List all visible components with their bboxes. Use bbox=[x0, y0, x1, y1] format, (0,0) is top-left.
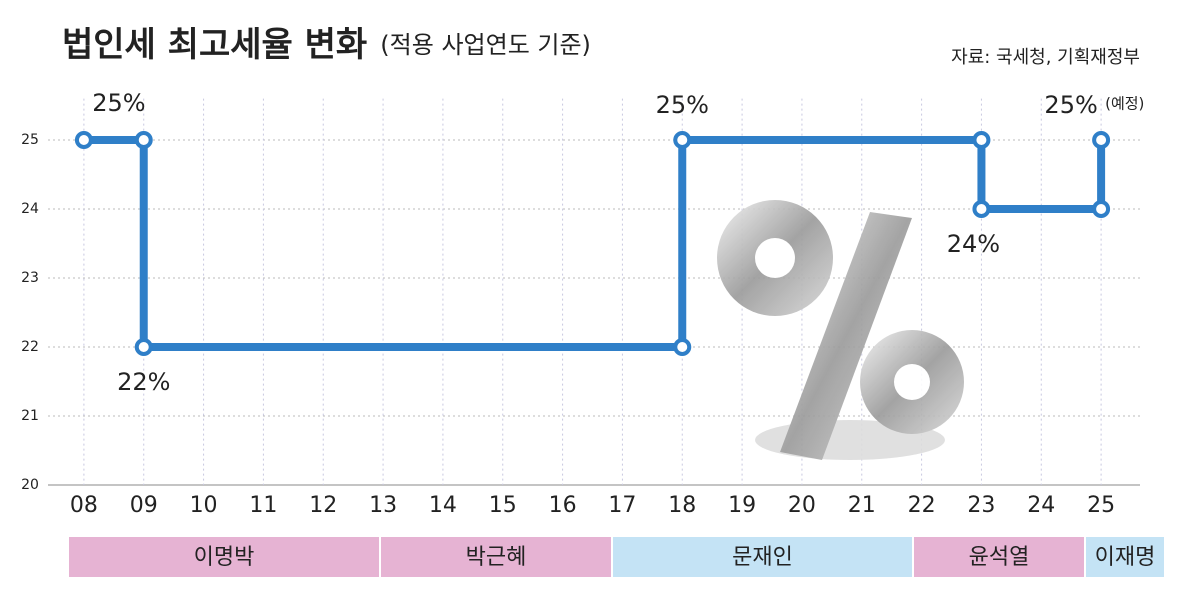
period-band bbox=[1086, 537, 1164, 577]
period-label: 이명박 bbox=[194, 545, 255, 570]
y-tick-label: 22 bbox=[21, 339, 39, 355]
data-label: 25% bbox=[656, 91, 709, 119]
annotation: (예정) bbox=[1105, 95, 1144, 113]
x-tick-label: 18 bbox=[668, 493, 696, 518]
x-tick-label: 20 bbox=[788, 493, 816, 518]
x-tick-label: 21 bbox=[848, 493, 876, 518]
marker bbox=[972, 131, 991, 149]
marker bbox=[673, 338, 692, 356]
period-label: 이재명 bbox=[1095, 545, 1156, 570]
marker bbox=[74, 131, 93, 149]
period-band bbox=[381, 537, 611, 577]
period-label: 문재인 bbox=[732, 545, 793, 570]
data-label: 22% bbox=[117, 368, 170, 396]
percent-hole bbox=[755, 238, 795, 278]
grid bbox=[48, 98, 1140, 486]
chart-subtitle: (적용 사업연도 기준) bbox=[380, 31, 591, 59]
period-band bbox=[69, 537, 379, 577]
period-label: 윤석열 bbox=[969, 545, 1030, 570]
x-tick-label: 19 bbox=[728, 493, 756, 518]
x-tick-label: 25 bbox=[1087, 493, 1115, 518]
marker bbox=[1092, 131, 1111, 149]
x-tick-label: 14 bbox=[429, 493, 457, 518]
x-tick-label: 16 bbox=[549, 493, 577, 518]
percent-hole bbox=[894, 364, 930, 400]
x-tick-label: 23 bbox=[967, 493, 995, 518]
y-tick-label: 20 bbox=[21, 477, 39, 493]
y-tick-label: 21 bbox=[21, 408, 39, 424]
period-band bbox=[613, 537, 912, 577]
data-label: 25% bbox=[1044, 91, 1097, 119]
y-tick-label: 23 bbox=[21, 270, 39, 286]
x-tick-label: 12 bbox=[309, 493, 337, 518]
x-tick-label: 17 bbox=[608, 493, 636, 518]
marker bbox=[134, 338, 153, 356]
source: 자료: 국세청, 기획재정부 bbox=[951, 47, 1140, 68]
x-tick-label: 08 bbox=[70, 493, 98, 518]
marker bbox=[673, 131, 692, 149]
x-tick-label: 15 bbox=[489, 493, 517, 518]
y-tick-label: 24 bbox=[21, 201, 39, 217]
x-tick-label: 22 bbox=[908, 493, 936, 518]
data-label: 25% bbox=[92, 89, 145, 117]
chart-heading: 법인세 최고세율 변화 (적용 사업연도 기준) bbox=[62, 25, 591, 65]
x-tick-label: 09 bbox=[130, 493, 158, 518]
chart-title: 법인세 최고세율 변화 bbox=[62, 25, 367, 65]
period-band bbox=[914, 537, 1084, 577]
y-tick-label: 25 bbox=[21, 132, 39, 148]
percent-slash bbox=[780, 212, 912, 460]
marker bbox=[1092, 200, 1111, 218]
x-tick-label: 24 bbox=[1027, 493, 1055, 518]
x-tick-label: 10 bbox=[190, 493, 218, 518]
marker bbox=[972, 200, 991, 218]
percent-graphic bbox=[717, 200, 964, 460]
data-label: 24% bbox=[947, 230, 1000, 258]
x-tick-label: 11 bbox=[249, 493, 277, 518]
period-label: 박근혜 bbox=[466, 545, 527, 570]
marker bbox=[134, 131, 153, 149]
x-tick-label: 13 bbox=[369, 493, 397, 518]
